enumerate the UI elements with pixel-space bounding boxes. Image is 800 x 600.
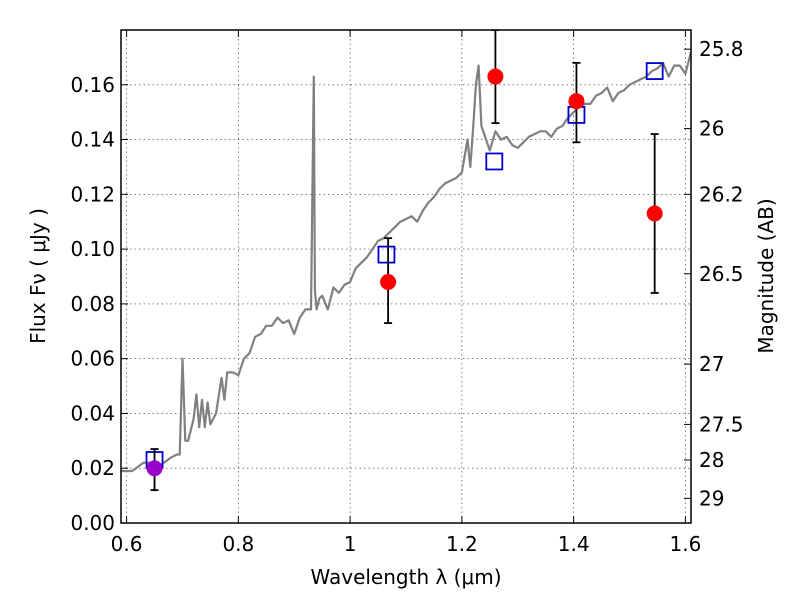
plot-area bbox=[121, 30, 691, 492]
right-tick-label: 26.2 bbox=[699, 182, 744, 206]
ticks bbox=[121, 30, 691, 524]
y-tick-label: 0.06 bbox=[70, 347, 115, 371]
right-tick-label: 28 bbox=[699, 448, 724, 472]
y-tick-label: 0.16 bbox=[70, 73, 115, 97]
data-point bbox=[646, 205, 663, 222]
right-tick-label: 29 bbox=[699, 486, 724, 510]
right-tick-label: 26 bbox=[699, 117, 724, 141]
right-tick-label: 27.5 bbox=[699, 412, 744, 436]
x-tick-label: 1.2 bbox=[446, 532, 478, 556]
x-tick-label: 0.8 bbox=[222, 532, 254, 556]
y-axis-label: Flux Fν ( μJy ) bbox=[26, 208, 50, 344]
x-tick-label: 1 bbox=[344, 532, 357, 556]
data-point bbox=[487, 68, 504, 85]
y-tick-label: 0.10 bbox=[70, 237, 115, 261]
spectrum-line bbox=[121, 51, 691, 473]
x-tick-label: 1.6 bbox=[670, 532, 702, 556]
data-point bbox=[380, 273, 397, 290]
y-tick-label: 0.00 bbox=[70, 511, 115, 535]
right-tick-label: 25.8 bbox=[699, 37, 744, 61]
model-square-marker bbox=[377, 245, 396, 264]
y-tick-label: 0.02 bbox=[70, 456, 115, 480]
right-tick-label: 27 bbox=[699, 352, 724, 376]
model-square-marker bbox=[485, 152, 504, 171]
x-axis-label: Wavelength λ (μm) bbox=[310, 565, 501, 589]
plot-background bbox=[121, 30, 691, 523]
x-tick-label: 0.6 bbox=[111, 532, 143, 556]
plot-frame bbox=[120, 29, 692, 524]
y-tick-label: 0.04 bbox=[70, 401, 115, 425]
data-point bbox=[568, 93, 585, 110]
data-point bbox=[146, 460, 163, 477]
model-square-marker bbox=[645, 62, 664, 80]
y-tick-label: 0.12 bbox=[70, 182, 115, 206]
right-tick-label: 26.5 bbox=[699, 262, 744, 286]
y-tick-label: 0.14 bbox=[70, 128, 115, 152]
right-axis-label: Magnitude (AB) bbox=[754, 198, 778, 353]
tick-labels: 0.6 0.8 1 1.2 1.4 1.6 0.00 0.02 0.04 0.06 0.08 0.10… bbox=[70, 37, 743, 556]
x-tick-label: 1.4 bbox=[558, 532, 590, 556]
y-tick-label: 0.08 bbox=[70, 292, 115, 316]
